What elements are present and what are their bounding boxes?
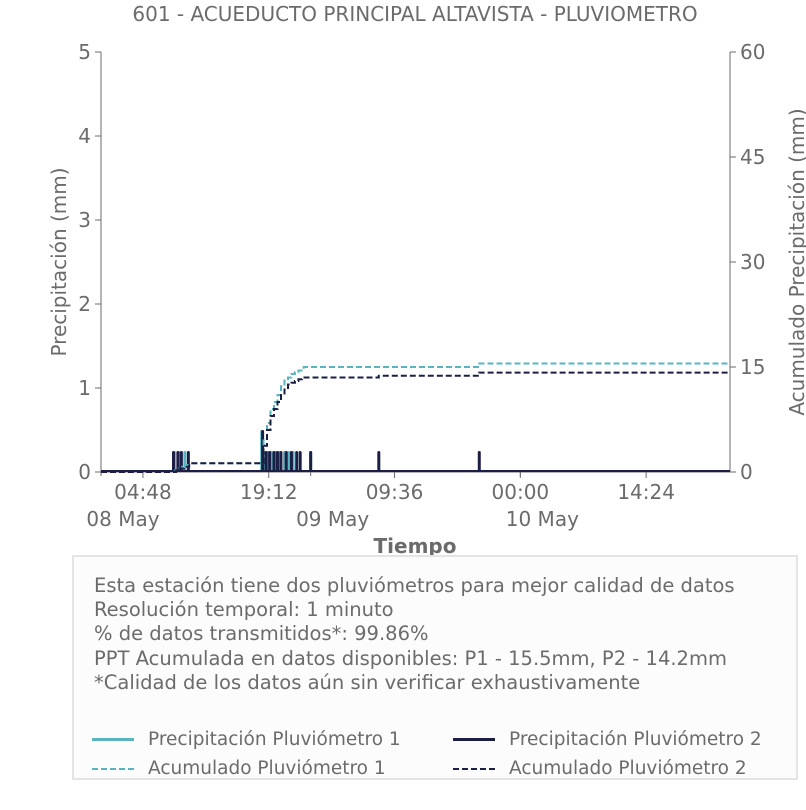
- x-tick-label: 04:48: [114, 480, 172, 504]
- y2-tick-label: 15: [740, 355, 765, 379]
- precip-p2-bar: [309, 451, 313, 472]
- info-line-resolution: Resolución temporal: 1 minuto: [94, 598, 394, 622]
- precip-p2-bar: [298, 451, 302, 472]
- precip-p2-bar: [284, 451, 288, 472]
- precip-p2-bar: [272, 451, 276, 472]
- lines-layer: [101, 362, 730, 473]
- info-box: Esta estación tiene dos pluviómetros par…: [72, 555, 798, 780]
- x-date-label: 09 May: [296, 507, 369, 531]
- precip-p2-bar: [268, 451, 272, 472]
- info-line-transmitted: % de datos transmitidos*: 99.86%: [94, 622, 429, 646]
- bars-layer: [172, 430, 481, 472]
- chart-title: 601 - ACUEDUCTO PRINCIPAL ALTAVISTA - PL…: [132, 2, 697, 26]
- y2-axis-label: Acumulado Precipitación (mm): [785, 108, 806, 415]
- x-date-label: 10 May: [506, 507, 579, 531]
- legend-item-precip-p2: Precipitación Pluviómetro 2: [453, 729, 762, 750]
- legend-item-accum-p2: Acumulado Pluviómetro 2: [453, 758, 747, 779]
- legend-label-precip-p1: Precipitación Pluviómetro 1: [148, 729, 401, 750]
- legend-swatch-precip-p1: [92, 738, 134, 741]
- precip-p1-bar: [287, 451, 291, 472]
- legend-label-precip-p2: Precipitación Pluviómetro 2: [509, 729, 762, 750]
- precip-p2-bar: [176, 451, 180, 472]
- y-tick-label: 2: [78, 292, 91, 316]
- precip-p2-bar: [377, 451, 381, 472]
- y2-tick-label: 60: [740, 40, 765, 64]
- info-line-quality: *Calidad de los datos aún sin verificar …: [94, 670, 641, 694]
- precip-p2-bar: [477, 451, 481, 472]
- y2-tick-label: 45: [740, 145, 765, 169]
- legend-label-accum-p1: Acumulado Pluviómetro 1: [148, 758, 386, 779]
- precip-p2-bar: [264, 451, 268, 472]
- info-lines: Esta estación tiene dos pluviómetros par…: [94, 574, 735, 695]
- y2-tick-label: 30: [740, 250, 765, 274]
- y-axis-label: Precipitación (mm): [47, 167, 71, 356]
- x-axis-label: Tiempo: [374, 534, 457, 558]
- x-tick-label: 09:36: [366, 480, 424, 504]
- y-tick-label: 3: [78, 208, 91, 232]
- info-line-accumulated: PPT Acumulada en datos disponibles: P1 -…: [94, 646, 727, 670]
- y-tick-label: 0: [78, 460, 91, 484]
- legend-swatch-accum-p2: [453, 767, 495, 770]
- x-tick-label: 00:00: [492, 480, 550, 504]
- precip-p2-bar: [295, 451, 299, 472]
- x-tick-label: 19:12: [240, 480, 298, 504]
- y-tick-label: 4: [78, 124, 91, 148]
- y2-tick-label: 0: [740, 460, 753, 484]
- x-date-label: 08 May: [86, 507, 159, 531]
- x-tick-label: 14:24: [617, 480, 675, 504]
- precip-p2-bar: [275, 451, 279, 472]
- precip-p2-bar: [279, 451, 283, 472]
- legend-label-accum-p2: Acumulado Pluviómetro 2: [509, 758, 747, 779]
- precip-p2-bar: [172, 451, 176, 472]
- legend-item-precip-p1: Precipitación Pluviómetro 1: [92, 729, 401, 750]
- accum-p1-line: [101, 362, 730, 473]
- legend-swatch-accum-p1: [92, 767, 134, 770]
- info-line-station: Esta estación tiene dos pluviómetros par…: [94, 574, 735, 597]
- y-tick-label: 1: [78, 376, 91, 400]
- precip-p2-bar: [186, 451, 190, 472]
- y-tick-label: 5: [78, 40, 91, 64]
- legend-item-accum-p1: Acumulado Pluviómetro 1: [92, 758, 386, 779]
- precip-p2-bar: [289, 451, 293, 472]
- accum-p2-line: [101, 371, 730, 473]
- legend-swatch-precip-p2: [453, 738, 495, 741]
